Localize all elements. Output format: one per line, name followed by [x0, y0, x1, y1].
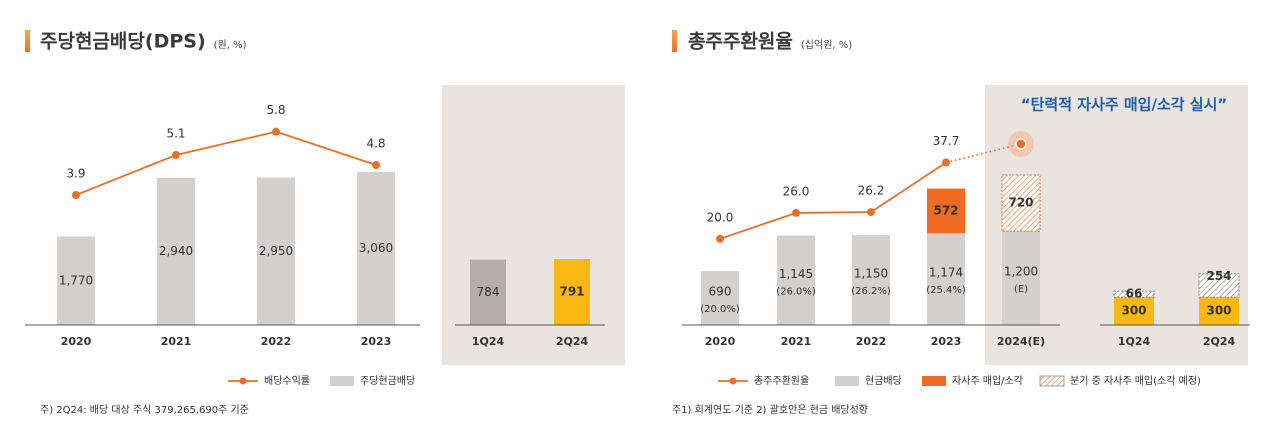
bar — [701, 271, 739, 325]
x-tick-label: 2Q24 — [556, 335, 589, 348]
bar — [1002, 231, 1040, 325]
bar — [157, 178, 195, 325]
bar — [257, 177, 295, 325]
bar-sublabel: (26.0%) — [776, 286, 816, 297]
point-label: 5.1 — [166, 127, 185, 141]
legend-label: 총주주환원율 — [754, 375, 809, 387]
line — [75, 130, 377, 196]
x-tick-label: 2022 — [261, 335, 292, 348]
x-tick-label: 2Q24 — [1203, 335, 1236, 348]
bar-label: 572 — [933, 203, 958, 217]
bar — [57, 236, 95, 325]
highlight-area — [442, 85, 625, 365]
line — [719, 161, 947, 240]
chart-title: 주당현금배당(DPS) — [40, 31, 206, 53]
bar — [470, 259, 506, 325]
footnote: 주) 2Q24: 배당 대상 주식 379,265,690주 기준 — [40, 404, 249, 416]
bar-label: 1,174 — [929, 266, 963, 280]
bar-label: 3,060 — [359, 241, 393, 255]
bar — [1113, 290, 1155, 298]
legend-label: 배당수익률 — [264, 375, 310, 387]
bar — [927, 188, 965, 234]
legend-point — [729, 377, 737, 385]
legend-swatch — [330, 376, 354, 386]
bar — [1198, 273, 1240, 298]
bar-label: 720 — [1008, 196, 1033, 210]
x-tick-label: 1Q24 — [472, 335, 505, 348]
x-tick-label: 2020 — [705, 335, 736, 348]
bar — [1199, 297, 1239, 325]
x-tick-label: 2024(E) — [997, 335, 1045, 348]
legend-point — [239, 377, 247, 385]
x-tick-label: 2021 — [161, 335, 192, 348]
bar-sublabel: (E) — [1014, 284, 1028, 295]
point-label: 20.0 — [707, 210, 734, 224]
x-tick-label: 2022 — [856, 335, 887, 348]
chart-unit: (십억원, %) — [801, 39, 852, 51]
bar — [1114, 297, 1154, 325]
point-label: 5.8 — [266, 103, 285, 117]
point-label: 26.2 — [858, 184, 885, 198]
bar — [852, 235, 890, 325]
bar-label: 791 — [559, 285, 584, 299]
point — [867, 208, 875, 217]
point — [72, 191, 80, 199]
bar — [1001, 174, 1041, 232]
point-label: 37.7 — [933, 134, 960, 148]
x-tick-label: 1Q24 — [1118, 335, 1151, 348]
legend-label: 분기 중 자사주 매입(소각 예정) — [1070, 374, 1201, 387]
chart-unit: (원, %) — [214, 39, 247, 51]
bar-label: 300 — [1121, 304, 1146, 318]
x-tick-label: 2021 — [781, 335, 812, 348]
legend-swatch — [922, 376, 946, 386]
bar-label: 2,940 — [159, 244, 193, 258]
annotation: “탄력적 자사주 매입/소각 실시” — [1021, 96, 1227, 114]
title-marker — [25, 30, 30, 52]
point-label: 26.0 — [783, 184, 810, 198]
point-label: 4.8 — [366, 137, 385, 151]
x-tick-label: 2023 — [931, 335, 962, 348]
bar — [357, 172, 395, 325]
bar — [777, 235, 815, 325]
bar-label: 2,950 — [259, 244, 293, 258]
title-marker — [672, 30, 677, 52]
legend-swatch — [1039, 375, 1065, 387]
x-tick-label: 2023 — [361, 335, 392, 348]
bar-label: 66 — [1126, 287, 1143, 301]
point — [172, 151, 180, 159]
bar-label: 1,150 — [854, 267, 888, 281]
bar-label: 254 — [1206, 269, 1231, 283]
bar-label: 1,770 — [59, 273, 93, 287]
point — [272, 127, 280, 136]
point — [1015, 138, 1027, 150]
bar — [554, 259, 590, 325]
legend-label: 주당현금배당 — [360, 375, 415, 387]
bar-label: 784 — [477, 285, 500, 299]
chart-title: 총주주환원율 — [688, 31, 793, 53]
point — [942, 158, 950, 167]
legend-swatch — [835, 376, 859, 386]
legend-label: 현금배당 — [865, 375, 902, 387]
bar-sublabel: (26.2%) — [851, 286, 891, 297]
bar — [927, 233, 965, 325]
bar-sublabel: (25.4%) — [926, 285, 966, 296]
legend-label: 자사주 매입/소각 — [952, 374, 1023, 387]
bar-sublabel: (20.0%) — [700, 304, 740, 315]
point — [716, 234, 724, 243]
point-label: 3.9 — [66, 167, 85, 181]
bar-label: 300 — [1206, 304, 1231, 318]
footnote: 주1) 회계연도 기준 2) 괄호안은 현금 배당성향 — [672, 404, 868, 416]
x-tick-label: 2020 — [61, 335, 92, 348]
bar-label: 690 — [709, 285, 732, 299]
point — [792, 208, 800, 217]
bar-label: 1,200 — [1004, 265, 1038, 279]
bar-label: 1,145 — [779, 267, 813, 281]
point — [372, 161, 380, 169]
